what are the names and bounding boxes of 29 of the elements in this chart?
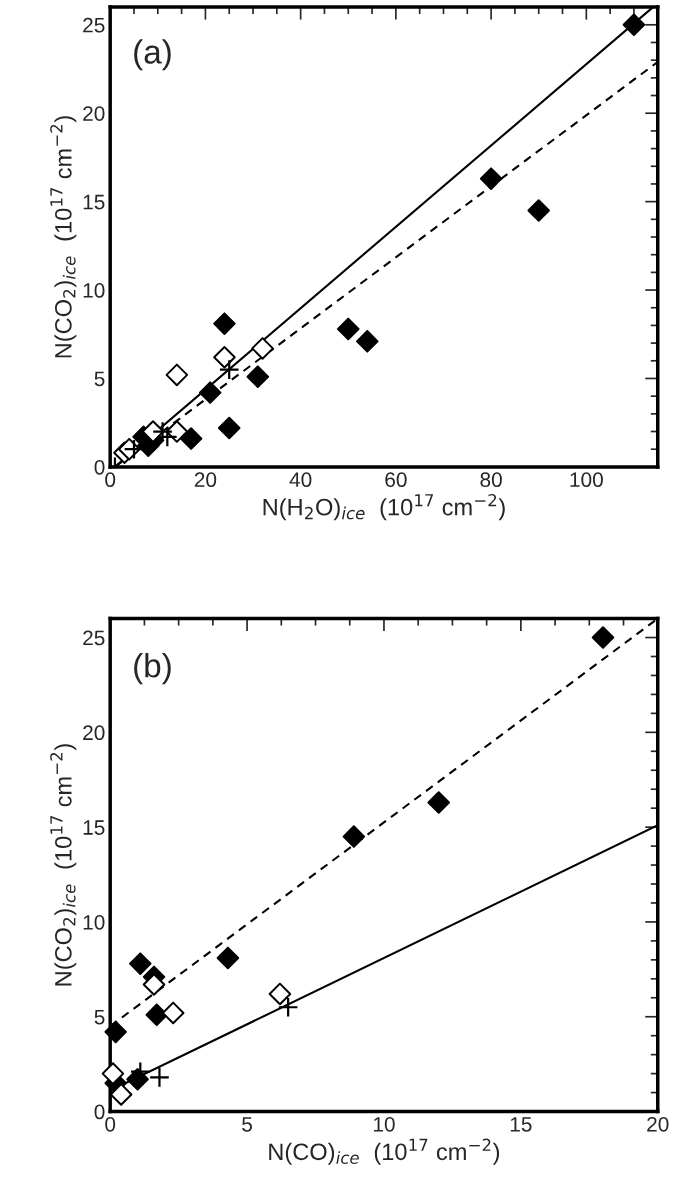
annotation: (a) — [134, 39, 171, 71]
y-tick-label: 5 — [94, 371, 105, 387]
text: N(CO$_{2}$)$_{ice}$ (10$^{17}$ cm$^{−2}$) — [50, 116, 77, 358]
y-tick-label: 20 — [83, 725, 105, 741]
x-tick-label: 60 — [385, 472, 407, 488]
y-tick-label: 25 — [83, 630, 105, 646]
annotation: (b) — [134, 653, 171, 685]
y-tick-label: 25 — [83, 17, 105, 33]
y-tick-label: 15 — [83, 820, 105, 835]
x-tick-label: 10 — [373, 1116, 395, 1132]
x-tick-label: 0 — [105, 472, 116, 488]
x-tick-label: 80 — [480, 472, 502, 488]
x-tick-label: 40 — [289, 472, 312, 488]
y-tick-label: 15 — [83, 194, 105, 210]
x-axis-title: N(CO)$_{ice}$ (10$^{17}$ cm$^{−2}$) — [269, 1138, 500, 1165]
y-tick-label: 0 — [94, 459, 105, 475]
x-tick-label: 5 — [242, 1117, 252, 1132]
x-tick-label: 0 — [105, 1116, 116, 1132]
y-tick-label: 0 — [94, 1104, 105, 1120]
y-tick-label: 20 — [83, 106, 105, 121]
x-tick-label: 100 — [570, 472, 603, 488]
x-tick-label: 20 — [194, 472, 217, 488]
y-tick-label: 5 — [94, 1009, 105, 1025]
text: N(H$_{2}$O)$_{ice}$ (10$^{17}$ cm$^{−2}$) — [263, 493, 505, 521]
x-tick-label: 15 — [510, 1117, 532, 1132]
text: N(CO$_{2}$)$_{ice}$ (10$^{17}$ cm$^{−2}$) — [50, 744, 77, 986]
x-tick-label: 20 — [647, 1116, 669, 1132]
y-tick-label: 10 — [83, 283, 105, 298]
y-tick-label: 10 — [83, 914, 105, 930]
